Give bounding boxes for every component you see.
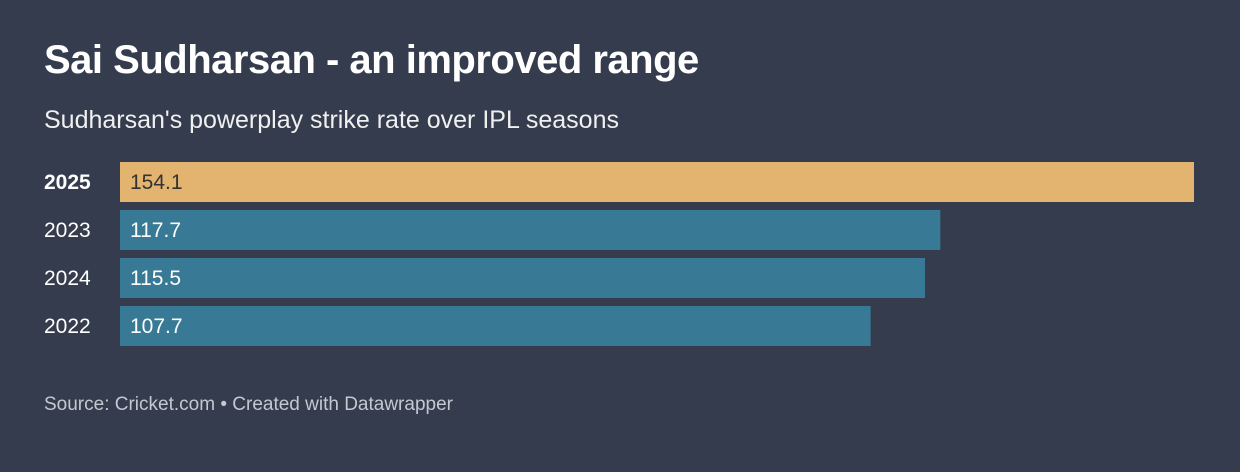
value-label: 117.7 xyxy=(130,219,181,242)
chart-title: Sai Sudharsan - an improved range xyxy=(44,38,699,82)
value-label: 107.7 xyxy=(130,315,183,338)
value-label: 115.5 xyxy=(130,267,181,290)
value-label: 154.1 xyxy=(130,171,183,194)
chart-subtitle: Sudharsan's powerplay strike rate over I… xyxy=(44,106,619,134)
bar-2023 xyxy=(120,210,941,250)
category-label: 2023 xyxy=(44,219,91,242)
separator: • xyxy=(220,394,227,415)
bar-2025 xyxy=(120,162,1194,202)
category-label: 2022 xyxy=(44,315,91,338)
chart-footer: Source: Cricket.com • Created with Dataw… xyxy=(44,394,453,416)
credit-text: Created with Datawrapper xyxy=(232,394,453,415)
category-label: 2024 xyxy=(44,267,91,290)
source-text: Source: Cricket.com xyxy=(44,394,216,415)
bar-2024 xyxy=(120,258,925,298)
bar-2022 xyxy=(120,306,871,346)
category-label: 2025 xyxy=(44,171,91,194)
